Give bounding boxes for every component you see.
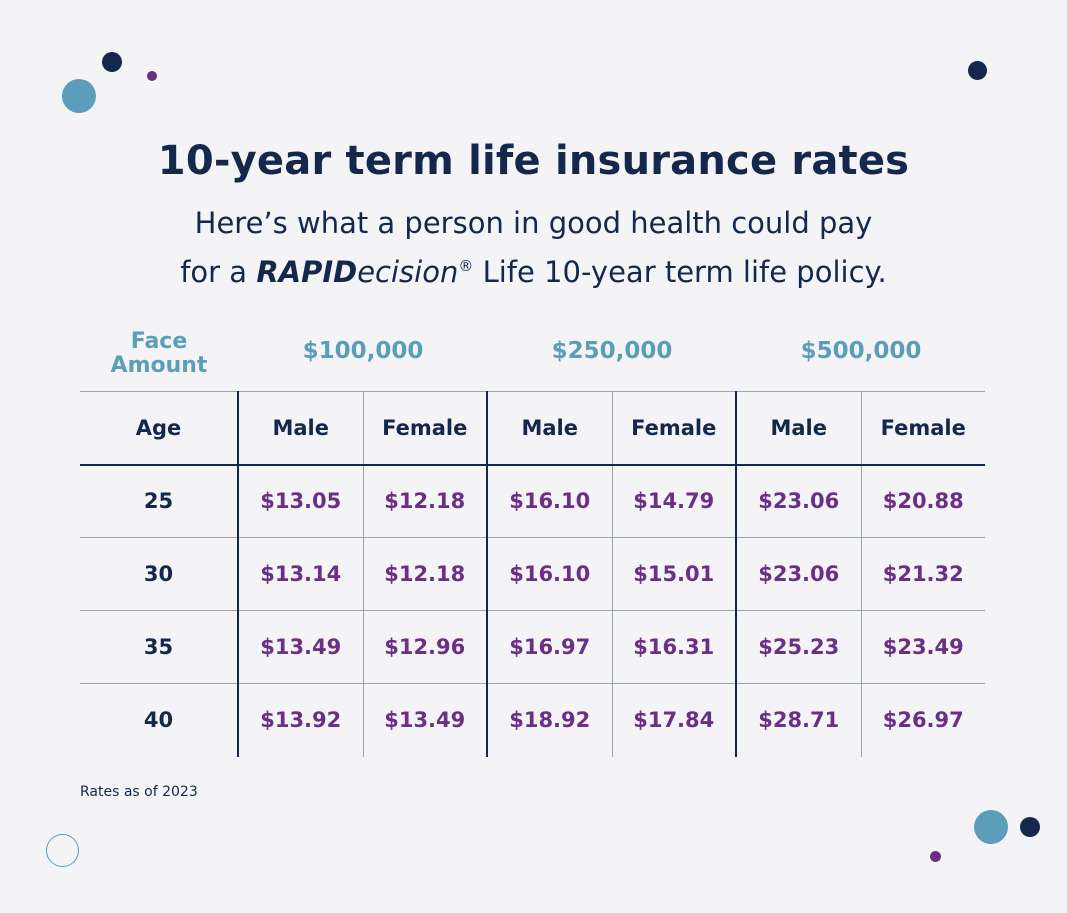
rate-cell: $20.88 (882, 489, 964, 514)
male-header: Male (736, 391, 862, 465)
rate-cell: $18.92 (487, 683, 613, 757)
face-amount-label-line-1: Face (130, 329, 188, 354)
rates-table: Age Male Female Male Female Male Female … (80, 391, 985, 757)
subtitle-line-1: Here’s what a person in good health coul… (194, 206, 873, 240)
rate-cell: $25.23 (736, 610, 862, 684)
face-amount-label-line-2: Amount (110, 353, 208, 378)
rate-cell: $14.79 (612, 464, 737, 538)
face-amount-250k: $250,000 (551, 338, 673, 364)
rate-cell: $12.18 (363, 537, 488, 611)
page-subtitle: Here’s what a person in good health coul… (0, 202, 1067, 294)
decorative-dot (147, 71, 157, 81)
male-header: Male (238, 391, 364, 465)
rate-cell: $16.31 (612, 610, 737, 684)
table-header-row: Age Male Female Male Female Male Female (80, 391, 985, 465)
brand-name-italic: ecision (357, 255, 459, 289)
rate-cell: $23.06 (736, 464, 862, 538)
rate-cell: $17.84 (612, 683, 737, 757)
age-header: Age (80, 391, 239, 465)
rate-cell: $15.01 (612, 537, 737, 611)
table-row: 30 $13.14 $12.18 $16.10 $15.01 $23.06 $2… (80, 537, 985, 611)
table-row: 25 $13.05 $12.18 $16.10 $14.79 $23.06 $2… (80, 464, 985, 538)
female-header: Female (880, 415, 966, 440)
age-cell: 40 (80, 683, 239, 757)
rate-cell: $13.49 (238, 610, 364, 684)
rate-cell: $26.97 (882, 708, 964, 733)
rate-cell: $13.49 (363, 683, 488, 757)
rate-cell: $23.49 (882, 635, 964, 659)
female-header: Female (612, 391, 737, 465)
rate-cell: $16.97 (487, 610, 613, 684)
age-cell: 30 (80, 537, 239, 611)
rate-cell: $28.71 (736, 683, 862, 757)
rate-cell: $12.96 (363, 610, 488, 684)
subtitle-prefix: for a (180, 255, 257, 289)
table-row: 40 $13.92 $13.49 $18.92 $17.84 $28.71 $2… (80, 683, 985, 757)
subtitle-line-2: for a RAPIDecision® Life 10-year term li… (0, 245, 1067, 294)
rate-cell: $12.18 (363, 464, 488, 538)
rate-cell: $16.10 (487, 537, 613, 611)
rate-cell: $13.92 (238, 683, 364, 757)
face-amount-label: Face Amount (80, 330, 238, 378)
decorative-dot (930, 851, 941, 862)
decorative-dot (968, 61, 987, 80)
footnote: Rates as of 2023 (80, 784, 198, 800)
registered-mark: ® (458, 257, 474, 275)
rate-cell: $13.14 (238, 537, 364, 611)
age-cell: 25 (80, 464, 239, 538)
decorative-dot (102, 52, 122, 72)
decorative-dot (1020, 817, 1040, 837)
face-amount-100k: $100,000 (302, 338, 424, 364)
decorative-dot (974, 810, 1008, 844)
female-header: Female (363, 391, 488, 465)
page-title: 10-year term life insurance rates (157, 138, 910, 184)
subtitle-suffix: Life 10-year term life policy. (473, 255, 887, 289)
brand-name-bold: RAPID (256, 255, 358, 289)
table-row: 35 $13.49 $12.96 $16.97 $16.31 $25.23 $2… (80, 610, 985, 684)
decorative-ring (46, 834, 79, 867)
rate-cell: $13.05 (238, 464, 364, 538)
rate-cell: $21.32 (882, 562, 964, 586)
decorative-dot (62, 79, 96, 113)
rate-cell: $23.06 (736, 537, 862, 611)
male-header: Male (487, 391, 613, 465)
age-cell: 35 (80, 610, 239, 684)
rate-cell: $16.10 (487, 464, 613, 538)
face-amount-500k: $500,000 (800, 338, 922, 364)
